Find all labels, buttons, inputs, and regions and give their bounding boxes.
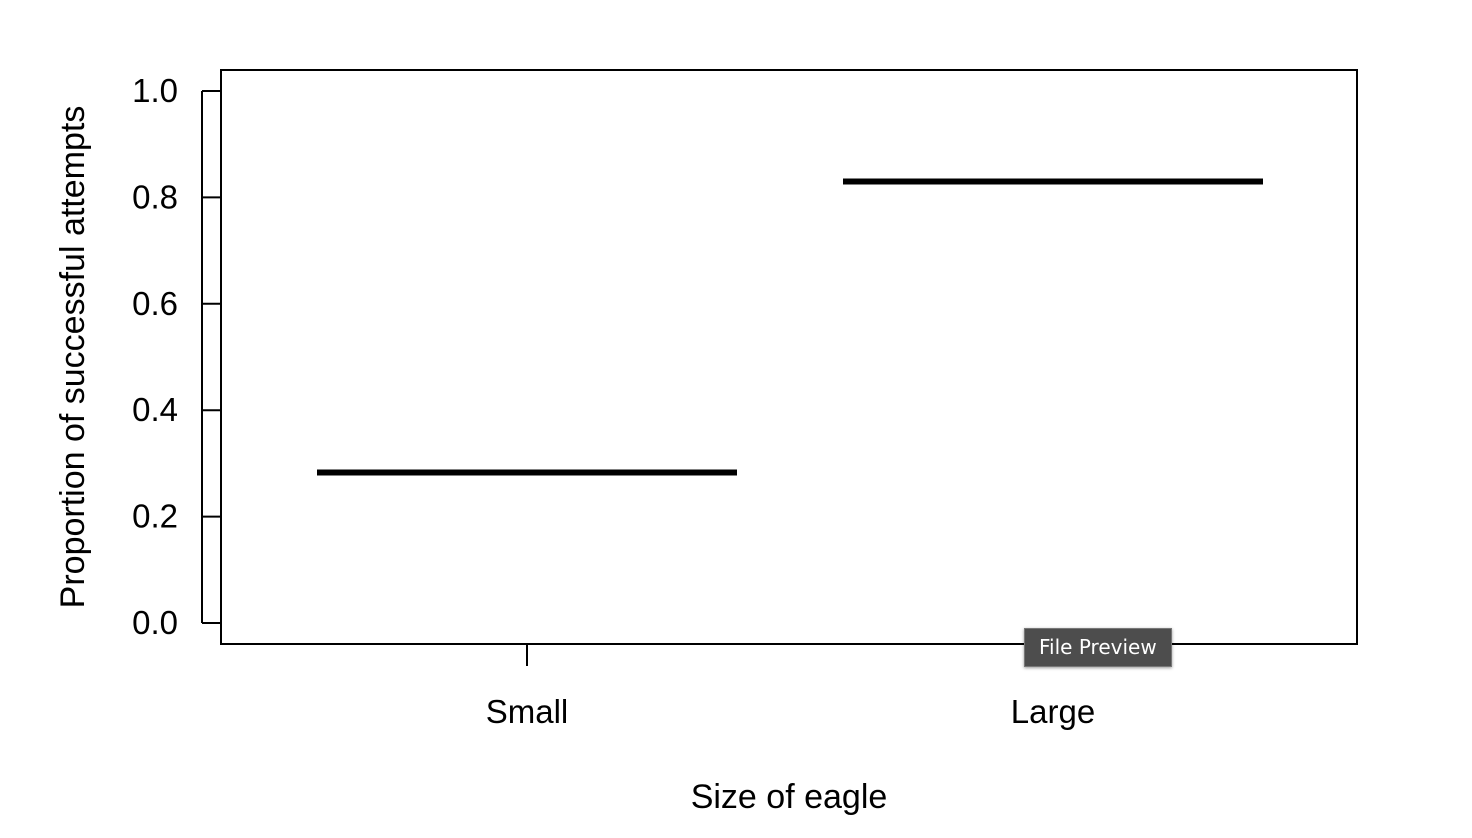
data-marks <box>317 178 1263 476</box>
y-tick-label: 0.8 <box>132 178 178 215</box>
plot-frame <box>220 69 1358 645</box>
y-axis-title: Proportion of successful attempts <box>54 106 92 609</box>
y-tick-label: 0.0 <box>132 604 178 641</box>
y-tick-label: 1.0 <box>132 72 178 109</box>
x-tick-label: Small <box>486 693 569 730</box>
y-tick-label: 0.4 <box>132 391 178 428</box>
x-axis-title: Size of eagle <box>691 778 888 816</box>
x-tick-label: Large <box>1011 693 1095 730</box>
y-tick-label: 0.6 <box>132 285 178 322</box>
y-tick-label: 0.2 <box>132 498 178 535</box>
file-preview-tooltip: File Preview <box>1024 628 1172 667</box>
y-axis: 0.0 0.2 0.4 0.6 0.8 1.0 <box>132 72 221 641</box>
x-axis: Small Large <box>486 644 1095 730</box>
